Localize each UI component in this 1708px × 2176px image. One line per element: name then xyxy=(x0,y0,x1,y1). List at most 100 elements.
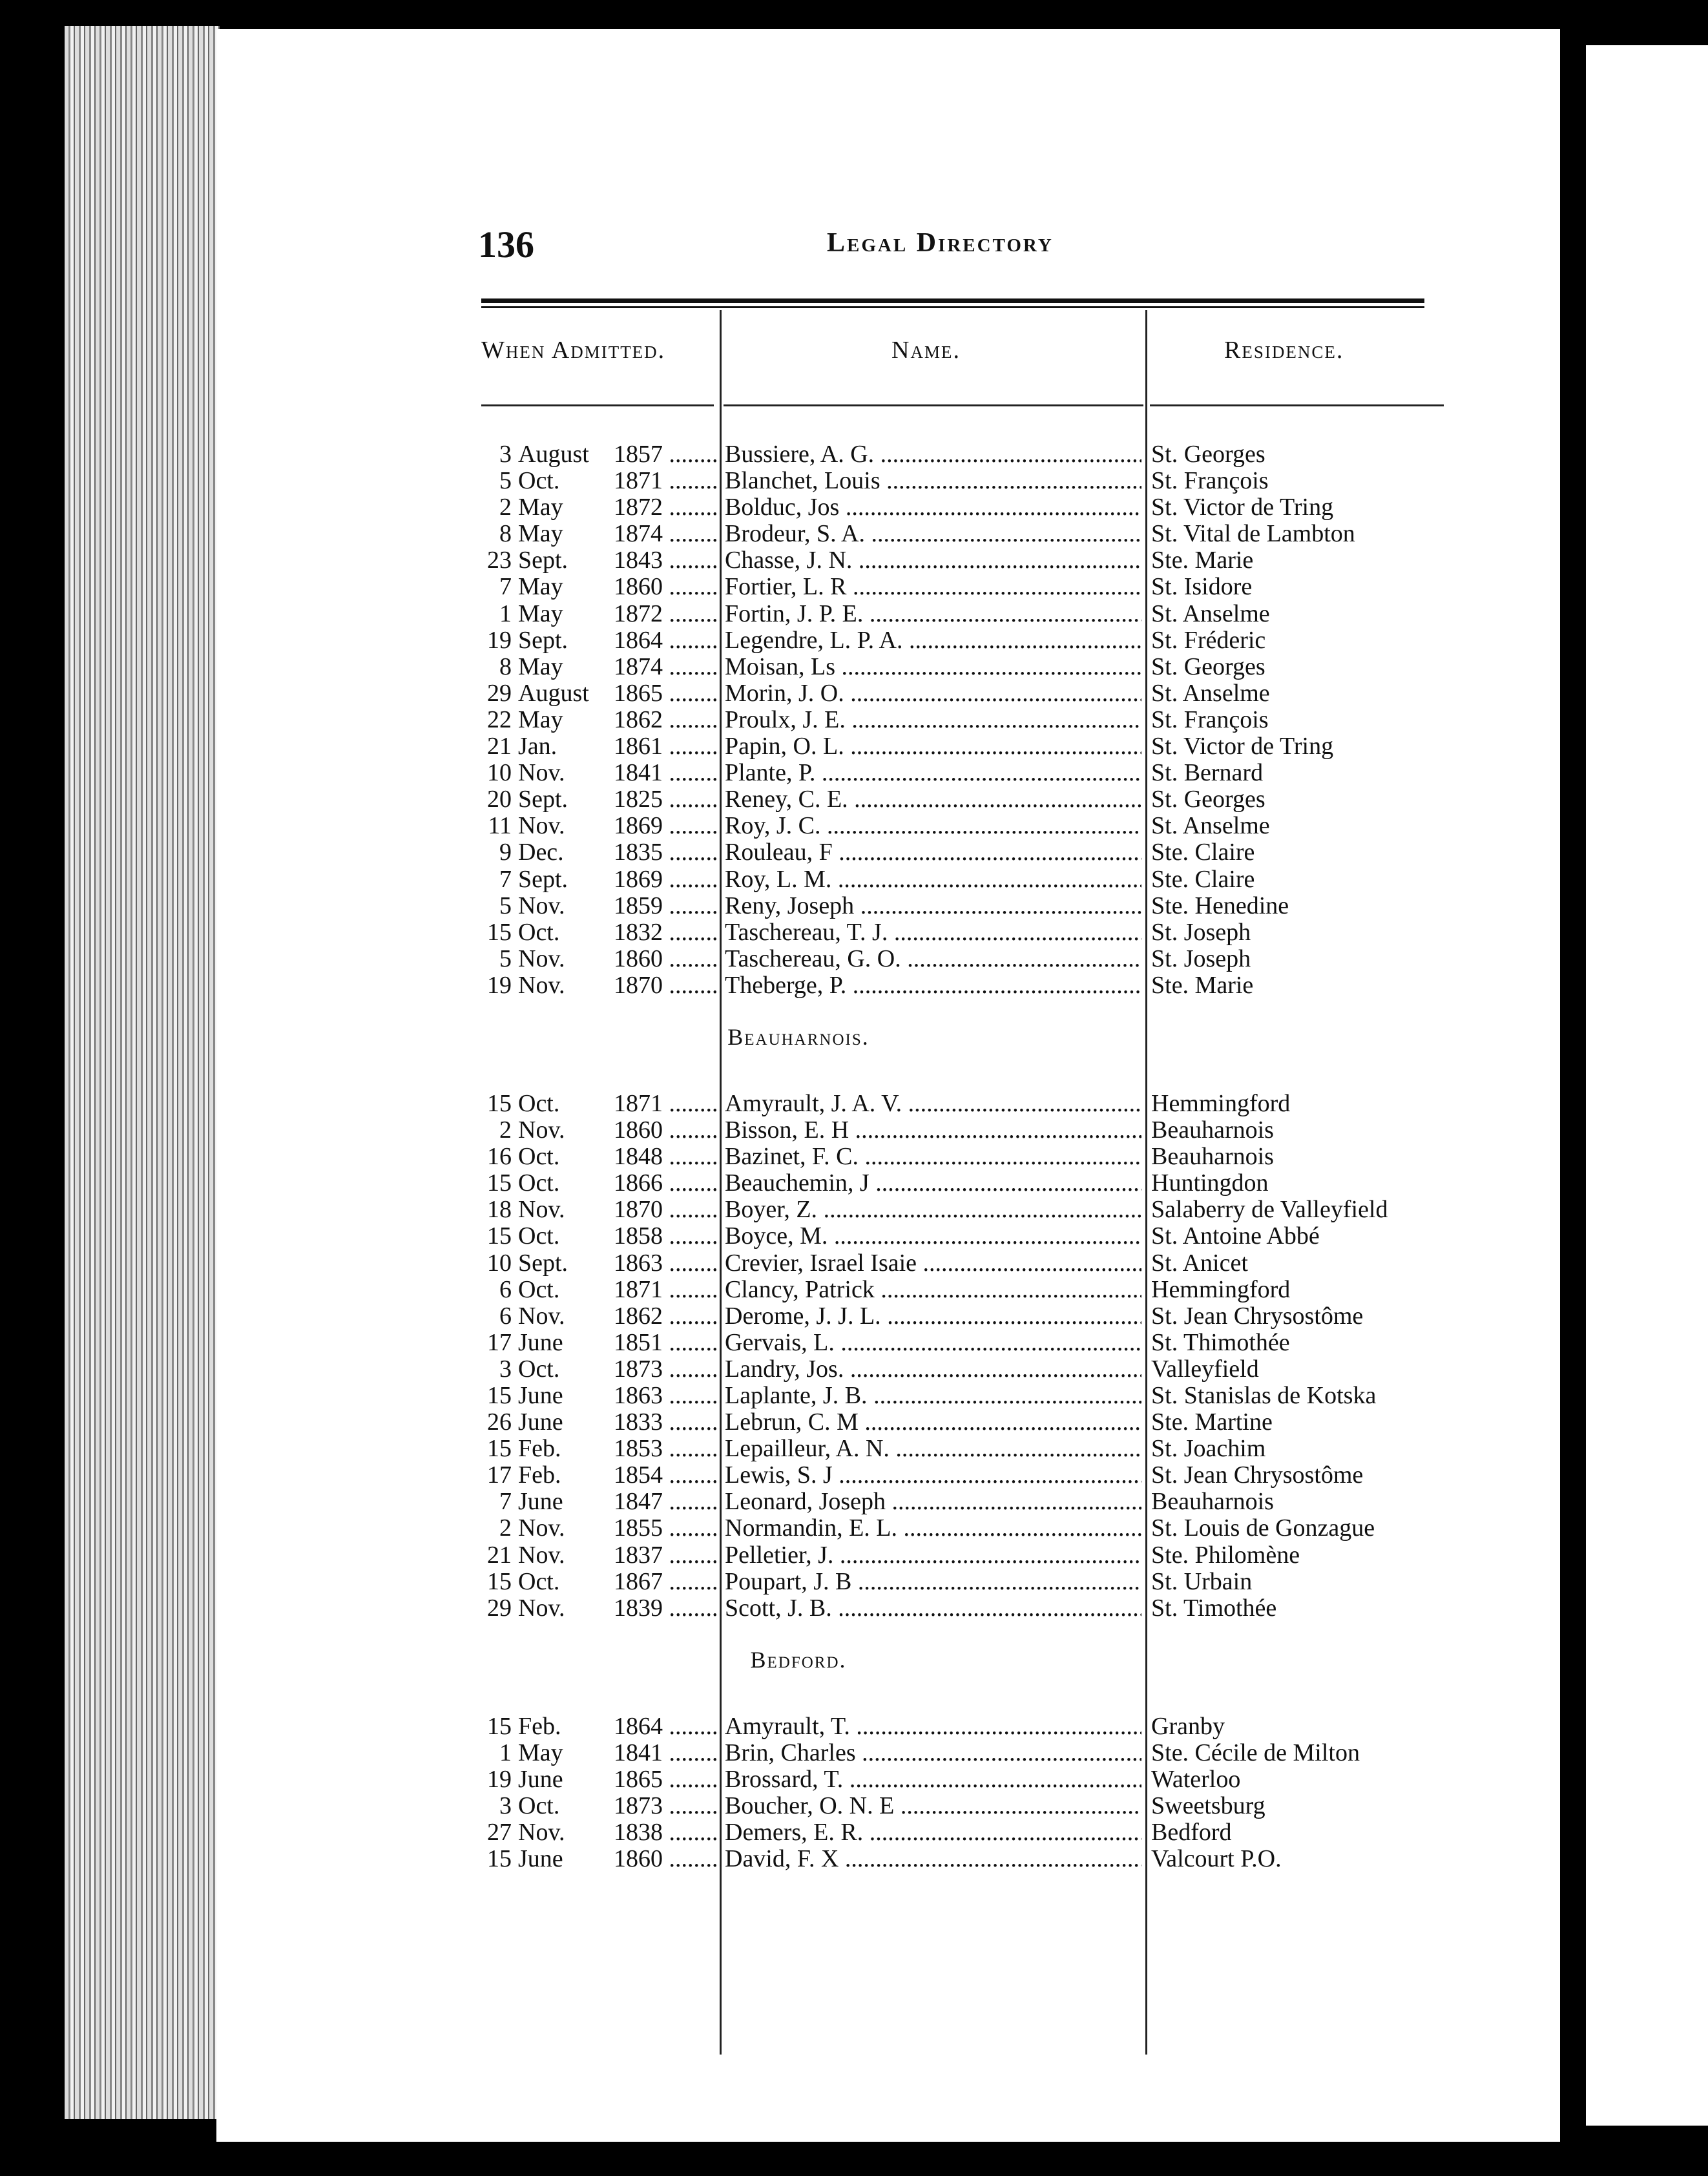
admitted-day: 5 xyxy=(499,467,512,495)
admitted-year: 1843 xyxy=(614,547,720,574)
admitted-year: 1871 xyxy=(614,1277,720,1303)
admitted-day: 11 xyxy=(488,812,512,840)
admitted-day: 19 xyxy=(487,626,512,654)
admitted-day: 21 xyxy=(487,1541,512,1569)
admitted-year: 1832 xyxy=(614,919,720,946)
admitted-year: 1862 xyxy=(614,707,720,733)
admitted-year: 1861 xyxy=(614,733,720,760)
admitted-day: 7 xyxy=(499,865,512,893)
member-name: Normandin, E. L. xyxy=(725,1515,1141,1542)
column-header-residence: Residence. xyxy=(1224,337,1344,364)
admitted-day: 17 xyxy=(487,1328,512,1356)
admitted-day: 8 xyxy=(499,520,512,548)
column-header-name: Name. xyxy=(891,337,961,364)
admitted-year: 1872 xyxy=(614,601,720,627)
member-name: Proulx, J. E. xyxy=(725,707,1141,733)
admitted-month: Oct. xyxy=(518,1567,560,1595)
admitted-month: Oct. xyxy=(518,467,560,495)
admitted-year: 1848 xyxy=(614,1144,720,1170)
member-name: Leonard, Joseph xyxy=(725,1489,1141,1515)
admitted-month: Oct. xyxy=(518,1089,560,1117)
residence: St. Anicet xyxy=(1151,1249,1248,1277)
admitted-day: 15 xyxy=(487,1567,512,1595)
admitted-year: 1855 xyxy=(614,1515,720,1542)
header-rule-thin xyxy=(481,306,1424,308)
admitted-month: Nov. xyxy=(518,1116,565,1144)
member-name: Fortin, J. P. E. xyxy=(725,601,1141,627)
admitted-year: 1873 xyxy=(614,1793,720,1819)
admitted-year: 1874 xyxy=(614,521,720,547)
member-name: Reney, C. E. xyxy=(725,786,1141,813)
admitted-day: 6 xyxy=(499,1302,512,1330)
residence: St. Georges xyxy=(1151,786,1265,813)
admitted-year: 1839 xyxy=(614,1595,720,1622)
section-heading: Beauharnois. xyxy=(452,999,1486,1091)
admitted-day: 17 xyxy=(487,1461,512,1489)
member-name: Laplante, J. B. xyxy=(725,1383,1141,1409)
member-name: Beauchemin, J xyxy=(725,1170,1141,1197)
admitted-year: 1865 xyxy=(614,1766,720,1793)
admitted-year: 1872 xyxy=(614,494,720,521)
admitted-month: Dec. xyxy=(518,839,564,866)
member-name: Bolduc, Jos xyxy=(725,494,1141,521)
admitted-day: 7 xyxy=(499,1488,512,1516)
member-name: Taschereau, G. O. xyxy=(725,946,1141,972)
member-name: Derome, J. J. L. xyxy=(725,1303,1141,1330)
header-underline xyxy=(481,404,714,406)
residence: Hemmingford xyxy=(1151,1089,1291,1117)
admitted-day: 3 xyxy=(499,1355,512,1383)
admitted-month: Sept. xyxy=(518,626,568,654)
admitted-month: Nov. xyxy=(518,1302,565,1330)
admitted-day: 20 xyxy=(487,786,512,813)
admitted-month: Oct. xyxy=(518,1355,560,1383)
admitted-day: 7 xyxy=(499,573,512,601)
member-name: Clancy, Patrick xyxy=(725,1277,1141,1303)
member-name: Moisan, Ls xyxy=(725,654,1141,680)
admitted-day: 22 xyxy=(487,706,512,733)
admitted-month: June xyxy=(518,1488,563,1516)
admitted-month: Nov. xyxy=(518,945,565,972)
admitted-year: 1838 xyxy=(614,1819,720,1846)
member-name: Papin, O. L. xyxy=(725,733,1141,760)
admitted-year: 1851 xyxy=(614,1330,720,1356)
admitted-month: Nov. xyxy=(518,1196,565,1224)
admitted-day: 23 xyxy=(487,547,512,574)
admitted-year: 1869 xyxy=(614,813,720,839)
admitted-month: Oct. xyxy=(518,918,560,946)
header-rule-thick xyxy=(481,298,1424,303)
admitted-month: Nov. xyxy=(518,759,565,787)
admitted-month: Sept. xyxy=(518,547,568,574)
admitted-year: 1870 xyxy=(614,1197,720,1223)
column-header-admitted: When Admitted. xyxy=(481,337,666,364)
residence: Ste. Martine xyxy=(1151,1408,1273,1436)
admitted-year: 1860 xyxy=(614,946,720,972)
member-name: Chasse, J. N. xyxy=(725,547,1141,574)
member-name: Rouleau, F xyxy=(725,839,1141,866)
admitted-day: 15 xyxy=(487,1169,512,1197)
residence: St. Georges xyxy=(1151,441,1265,468)
residence: Beauharnois xyxy=(1151,1116,1274,1144)
member-name: Roy, J. C. xyxy=(725,813,1141,839)
section-heading: Bedford. xyxy=(452,1622,1486,1713)
member-name: Lewis, S. J xyxy=(725,1462,1141,1489)
admitted-year: 1841 xyxy=(614,1740,720,1766)
